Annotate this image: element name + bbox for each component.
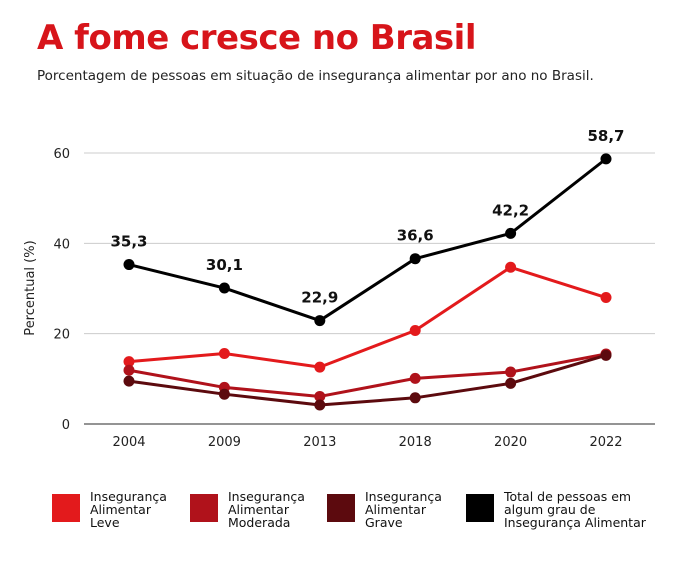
legend-item-total: Total de pessoas em algum grau de Insegu… <box>466 490 646 529</box>
legend-label-leve: Insegurança Alimentar Leve <box>90 489 167 530</box>
legend-label-total: Total de pessoas em algum grau de Insegu… <box>504 489 646 530</box>
data-point-0-0 <box>123 356 135 368</box>
legend: Insegurança Alimentar Leve Insegurança A… <box>0 490 680 550</box>
y-tick-label: 40 <box>53 237 70 252</box>
y-tick-label: 20 <box>53 328 70 343</box>
data-point-2-0 <box>123 375 135 387</box>
data-label-total-4: 42,2 <box>492 201 529 219</box>
data-point-1-0 <box>123 364 135 376</box>
data-point-1-3 <box>409 372 421 384</box>
x-tick-label: 2013 <box>303 435 336 450</box>
data-point-1-2 <box>314 390 326 402</box>
data-label-total-1: 30,1 <box>206 256 243 274</box>
series-line-2 <box>128 353 607 407</box>
series-line-1 <box>128 352 607 398</box>
x-tick-label: 2020 <box>494 435 527 450</box>
data-point-3-0 <box>123 259 135 271</box>
legend-swatch-moderada <box>190 494 218 522</box>
data-label-total-0: 35,3 <box>110 233 147 251</box>
data-point-2-3 <box>409 392 421 404</box>
x-tick-label: 2018 <box>399 435 432 450</box>
x-tick-label: 2004 <box>112 435 145 450</box>
data-point-3-2 <box>314 315 326 327</box>
data-point-3-4 <box>505 227 517 239</box>
legend-swatch-grave <box>327 494 355 522</box>
legend-item-grave: Insegurança Alimentar Grave <box>327 490 442 529</box>
data-label-total-3: 36,6 <box>397 227 434 245</box>
series-lines <box>123 153 612 411</box>
data-point-0-3 <box>409 325 421 337</box>
data-point-0-2 <box>314 361 326 373</box>
data-point-2-4 <box>505 377 517 389</box>
data-label-total-5: 58,7 <box>587 127 624 145</box>
y-tick-label: 60 <box>53 147 70 162</box>
data-point-2-5 <box>600 349 612 361</box>
legend-swatch-leve <box>52 494 80 522</box>
legend-label-grave: Insegurança Alimentar Grave <box>365 489 442 530</box>
legend-swatch-total <box>466 494 494 522</box>
data-point-3-1 <box>218 282 230 294</box>
y-axis-label: Percentual (%) <box>23 240 38 335</box>
x-tick-label: 2022 <box>589 435 622 450</box>
data-point-0-1 <box>218 348 230 360</box>
axes: 0 20 40 60 2004 2009 2013 2018 2020 2022 <box>53 147 655 450</box>
legend-item-moderada: Insegurança Alimentar Moderada <box>190 490 305 529</box>
series-line-3 <box>128 157 607 323</box>
grid-lines <box>84 152 655 335</box>
series-line-0 <box>128 265 607 369</box>
y-tick-label: 0 <box>62 418 70 433</box>
line-chart: 0 20 40 60 2004 2009 2013 2018 2020 2022 Percentu… <box>23 127 655 450</box>
data-point-2-1 <box>218 388 230 400</box>
data-point-0-5 <box>600 292 612 304</box>
chart-title: A fome cresce no Brasil <box>37 18 476 58</box>
data-label-total-2: 22,9 <box>301 289 338 307</box>
legend-label-moderada: Insegurança Alimentar Moderada <box>228 489 305 530</box>
data-point-3-3 <box>409 253 421 265</box>
data-labels: 35,3 30,1 22,9 36,6 42,2 58,7 <box>110 127 624 307</box>
data-point-0-4 <box>505 261 517 273</box>
data-point-3-5 <box>600 153 612 165</box>
x-tick-label: 2009 <box>208 435 241 450</box>
data-point-2-2 <box>314 399 326 411</box>
chart-subtitle: Porcentagem de pessoas em situação de in… <box>37 68 594 84</box>
legend-item-leve: Insegurança Alimentar Leve <box>52 490 167 529</box>
data-point-1-4 <box>505 366 517 378</box>
